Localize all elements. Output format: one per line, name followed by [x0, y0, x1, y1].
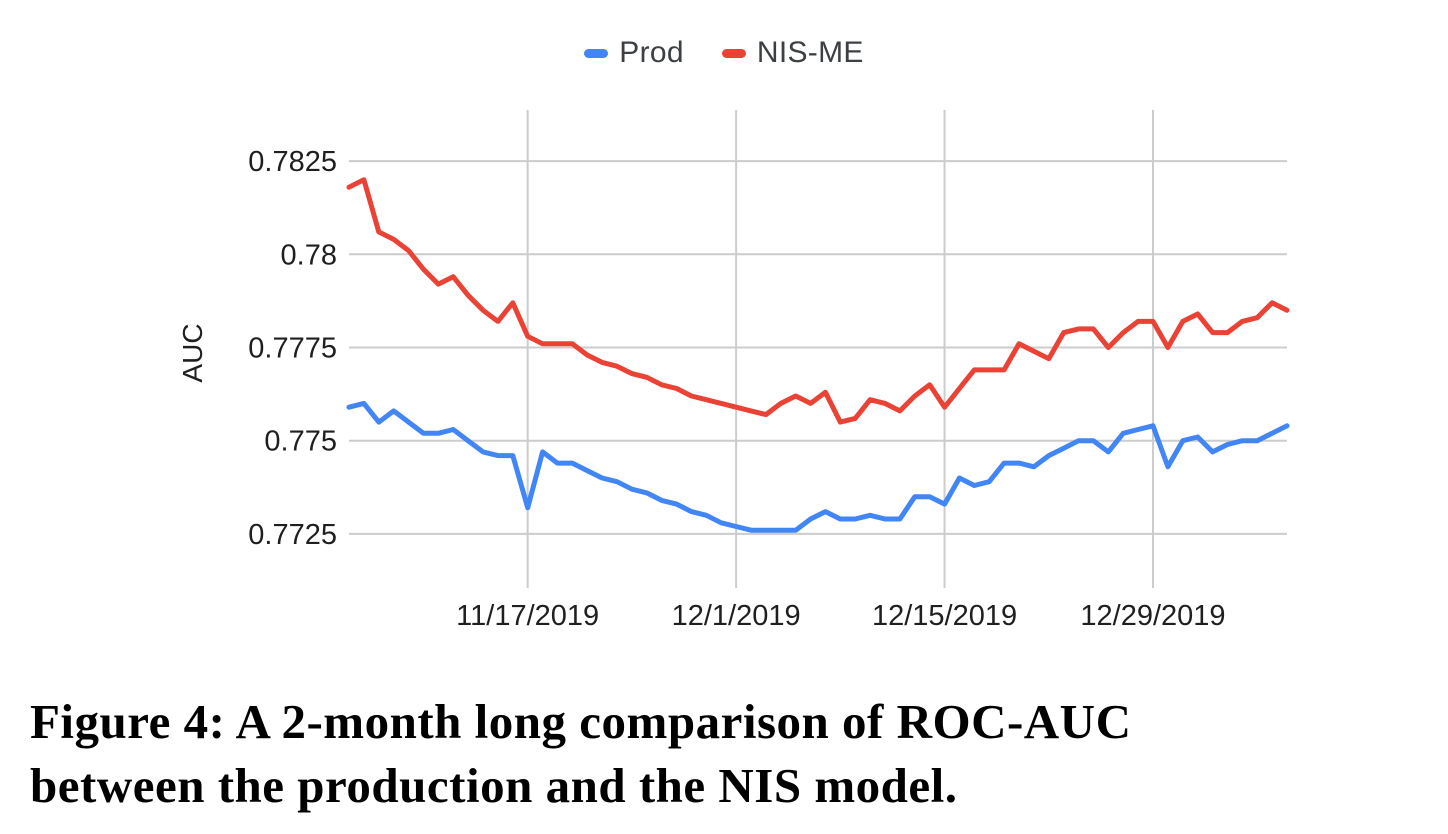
- x-tick-label: 12/1/2019: [672, 600, 801, 632]
- y-tick-label: 0.775: [264, 426, 337, 458]
- y-tick-label: 0.78: [281, 239, 337, 271]
- y-tick-label: 0.7825: [248, 146, 337, 178]
- legend-item-prod: Prod: [584, 36, 684, 70]
- nis-me-series-swatch-icon: [721, 48, 746, 58]
- y-tick-label: 0.7725: [248, 519, 337, 551]
- x-tick-label: 12/29/2019: [1080, 600, 1225, 632]
- x-tick-label: 11/17/2019: [456, 600, 599, 632]
- legend-item-nis-me: NIS-ME: [721, 36, 864, 70]
- y-gridlines: [349, 160, 1287, 535]
- nis-me-line: [346, 177, 1290, 425]
- caption-line-1: Figure 4: A 2-month long comparison of R…: [30, 694, 1132, 749]
- chart-legend: Prod NIS-ME: [0, 36, 1448, 70]
- prod-line: [346, 400, 1290, 533]
- y-tick-label: 0.7775: [248, 333, 337, 365]
- legend-label-prod: Prod: [619, 36, 684, 69]
- caption-line-2: between the production and the NIS model…: [30, 757, 958, 813]
- legend-label-nis-me: NIS-ME: [756, 36, 864, 69]
- x-tick-label: 12/15/2019: [872, 600, 1017, 632]
- auc-line-chart: 0.7725 0.775 0.7775 0.78 0.7825 11/17/2019 12/…: [177, 110, 1290, 632]
- figure-caption: Figure 4: A 2-month long comparison of R…: [30, 690, 1430, 817]
- y-axis-tick-labels: 0.7725 0.775 0.7775 0.78 0.7825: [248, 146, 337, 551]
- x-axis-tick-labels: 11/17/2019 12/1/2019 12/15/2019 12/29/2019: [456, 600, 1225, 632]
- y-axis-title: AUC: [177, 323, 208, 382]
- prod-series-swatch-icon: [584, 48, 609, 58]
